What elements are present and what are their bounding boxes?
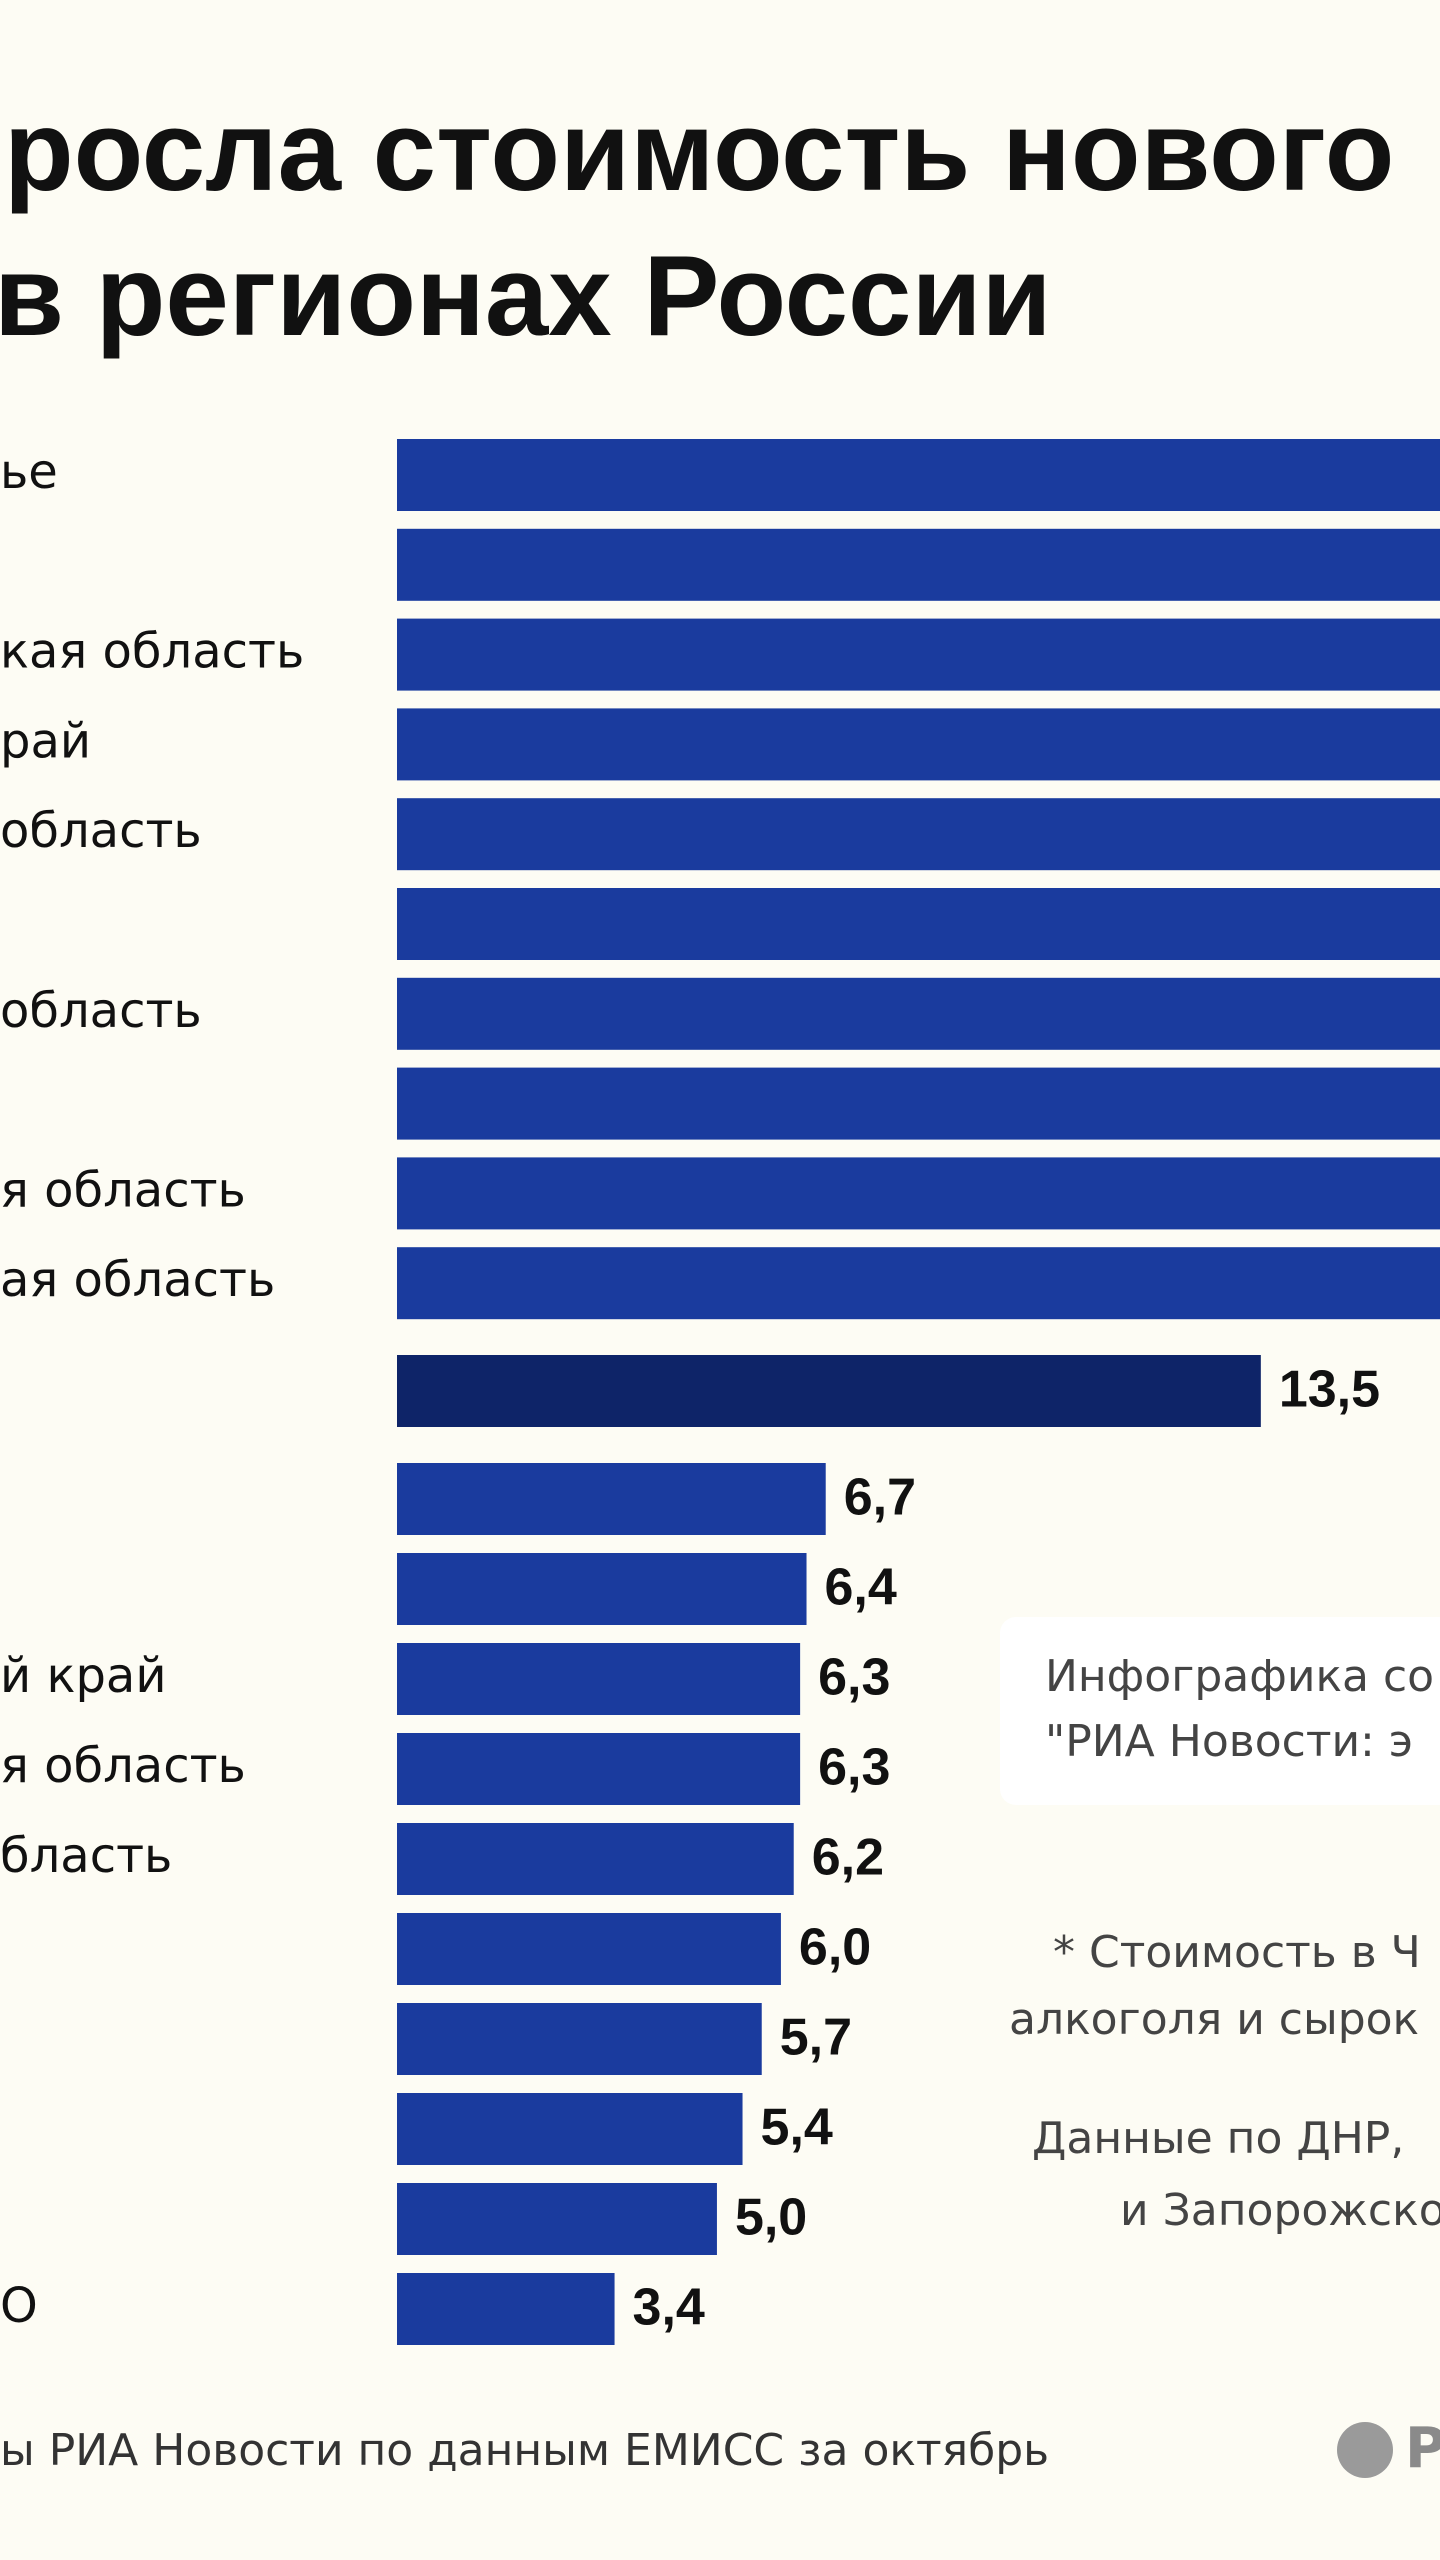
category-label: рай [0, 713, 91, 769]
bar [397, 1643, 801, 1715]
data-note: и Запорожско [1120, 2185, 1440, 2236]
bar [397, 2093, 743, 2165]
bar [397, 2273, 615, 2345]
value-label: 5,0 [735, 2189, 807, 2247]
note-text: Инфографика со [1045, 1651, 1434, 1702]
category-label: область [0, 803, 202, 859]
note-box [1000, 1617, 1440, 1805]
bar [397, 1733, 801, 1805]
value-label: 6,3 [818, 1649, 890, 1707]
bar [397, 708, 1440, 781]
value-label: 6,2 [812, 1829, 884, 1887]
logo: Р [1405, 2416, 1440, 2481]
bar [397, 1823, 794, 1895]
value-label: 5,4 [761, 2099, 833, 2157]
source: ы РИА Новости по данным ЕМИСС за октябрь [0, 2425, 1049, 2476]
bar [397, 798, 1440, 871]
bar [397, 1553, 807, 1625]
title-line: в регионах России [0, 233, 1052, 360]
category-label: область [0, 983, 202, 1039]
logo-icon [1337, 2422, 1393, 2478]
category-label: ье [0, 444, 58, 500]
category-label: ая область [0, 1252, 275, 1308]
category-label: кая область [0, 624, 304, 680]
bar [397, 528, 1440, 601]
data-note: Данные по ДНР, [1032, 2113, 1404, 2164]
bar [397, 977, 1440, 1050]
bar [397, 1247, 1440, 1320]
category-label: й край [0, 1648, 167, 1704]
footnote: * Стоимость в Ч [1053, 1927, 1421, 1978]
bar [397, 1067, 1440, 1140]
bar [397, 2003, 762, 2075]
bar [397, 1463, 826, 1535]
category-label: бласть [0, 1828, 172, 1884]
footnote: алкоголя и сырок [1009, 1994, 1419, 2045]
category-label: я область [0, 1738, 246, 1794]
value-label: 3,4 [633, 2279, 705, 2337]
title-line: росла стоимость нового [4, 88, 1394, 215]
value-label: 13,5 [1279, 1361, 1380, 1419]
bar [397, 1355, 1261, 1427]
value-label: 6,4 [825, 1559, 897, 1617]
value-label: 5,7 [780, 2009, 852, 2067]
category-label: я область [0, 1162, 246, 1218]
value-label: 6,7 [844, 1469, 916, 1527]
value-label: 6,3 [818, 1739, 890, 1797]
bar [397, 618, 1440, 691]
category-label: О [0, 2278, 38, 2334]
bar [397, 439, 1440, 511]
note-text: "РИА Новости: э [1045, 1716, 1413, 1767]
bar [397, 2183, 717, 2255]
bar [397, 888, 1440, 960]
value-label: 6,0 [799, 1919, 871, 1977]
bar [397, 1157, 1440, 1230]
bar [397, 1913, 781, 1985]
